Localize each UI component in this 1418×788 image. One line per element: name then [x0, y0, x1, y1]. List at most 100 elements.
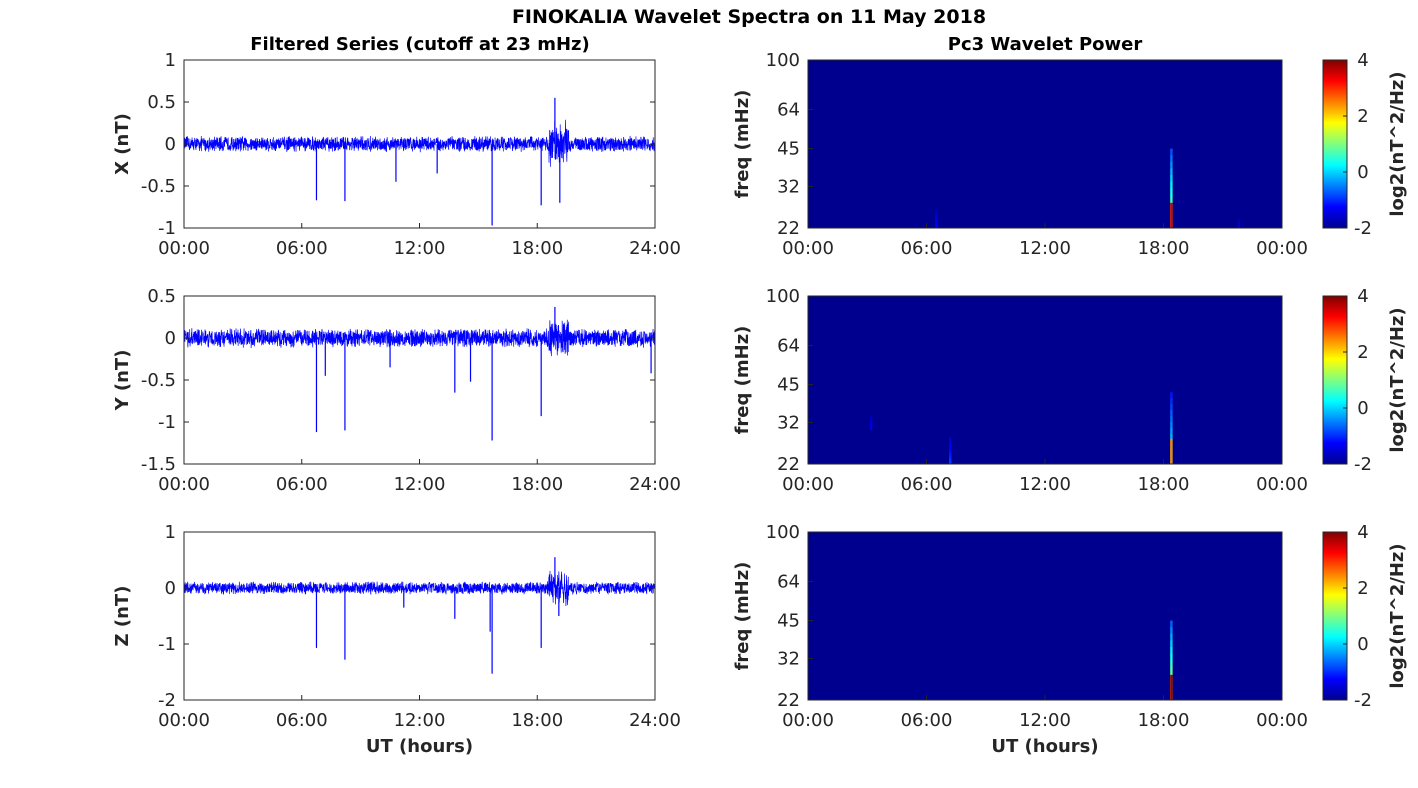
power-feature [1237, 219, 1240, 221]
power-feature [1170, 188, 1173, 196]
x-tick-label: 12:00 [1019, 238, 1071, 259]
power-feature [870, 415, 873, 418]
y-axis-label: X (nT) [112, 113, 133, 175]
power-feature [1237, 223, 1240, 226]
colorbar-tick-label: 0 [1357, 162, 1368, 183]
power-feature [935, 211, 938, 213]
spectrum-panel-2: 22 32 45 64 100 00:00 06:00 12:00 18:00 00:00 freq… [732, 286, 1408, 495]
y-axis-label: Y (nT) [112, 350, 133, 412]
power-peak [1170, 202, 1173, 228]
x-tick-label: 06:00 [901, 474, 953, 495]
power-feature [949, 439, 952, 443]
power-feature [949, 441, 952, 445]
x-tick-label: 00:00 [1256, 474, 1308, 495]
power-feature [1170, 416, 1173, 423]
power-feature [1170, 148, 1173, 156]
y-tick-label: 22 [777, 454, 800, 475]
x-tick-label: 18:00 [511, 474, 563, 495]
y-tick-label: 100 [766, 286, 800, 307]
power-feature [949, 437, 952, 440]
power-feature [1170, 428, 1173, 435]
spectrum-background [808, 296, 1282, 464]
y-tick-label: 1 [165, 522, 176, 543]
power-feature [1170, 660, 1173, 668]
colorbar-label: log2(nT^2/Hz) [1387, 543, 1408, 688]
y-tick-label: 45 [777, 611, 800, 632]
power-peak [1170, 438, 1173, 464]
colorbar-frame [1322, 59, 1348, 229]
x-tick-label: 12:00 [394, 710, 446, 731]
x-axis-label: UT (hours) [366, 736, 473, 757]
power-feature [1237, 219, 1240, 222]
power-feature [870, 423, 873, 426]
colorbar-gradient [1323, 60, 1347, 228]
colorbar-tick-label: 2 [1357, 342, 1368, 363]
y-tick-label: 22 [777, 690, 800, 711]
y-tick-label: 0 [165, 578, 176, 599]
power-feature [935, 209, 938, 212]
colorbar: -2 0 2 4 log2(nT^2/Hz) [1322, 286, 1408, 475]
y-tick-label: 64 [777, 336, 800, 357]
x-tick-label: 24:00 [629, 238, 681, 259]
x-tick-label: 12:00 [1019, 474, 1071, 495]
power-feature [1170, 161, 1173, 169]
y-tick-label: 64 [777, 572, 800, 593]
power-feature [935, 212, 938, 215]
colorbar: -2 0 2 4 log2(nT^2/Hz) [1322, 522, 1408, 711]
x-tick-label: 00:00 [1256, 238, 1308, 259]
power-feature [949, 452, 952, 456]
y-axis-label: freq (mHz) [732, 90, 753, 199]
x-tick-label: 18:00 [1138, 474, 1190, 495]
power-feature [935, 221, 938, 224]
power-feature [870, 418, 873, 420]
x-tick-label: 24:00 [629, 710, 681, 731]
y-tick-label: -0.5 [141, 370, 176, 391]
power-feature [1170, 633, 1173, 641]
y-tick-label: -1 [158, 218, 176, 239]
power-feature [1170, 194, 1173, 202]
colorbar-tick-label: 4 [1357, 50, 1368, 71]
power-feature [1170, 155, 1173, 163]
power-feature [1237, 221, 1240, 223]
spectrum-panel-3: 22 32 45 64 100 00:00 06:00 12:00 18:00 00:00 UT (… [732, 522, 1408, 757]
y-tick-label: 32 [777, 648, 800, 669]
power-feature [949, 446, 952, 449]
power-feature [949, 450, 952, 454]
x-tick-label: 12:00 [1019, 710, 1071, 731]
series-trace [184, 319, 655, 357]
colorbar-tick-label: 0 [1357, 634, 1368, 655]
power-peak [1170, 674, 1173, 700]
y-tick-label: -0.5 [141, 176, 176, 197]
series-trace [184, 570, 655, 606]
power-feature [1237, 225, 1240, 227]
series-trace [184, 119, 655, 167]
x-tick-label: 12:00 [394, 474, 446, 495]
colorbar-gradient [1323, 296, 1347, 464]
x-tick-label: 00:00 [158, 710, 210, 731]
power-feature [949, 448, 952, 451]
x-tick-label: 00:00 [782, 710, 834, 731]
y-tick-label: -2 [158, 690, 176, 711]
colorbar-tick-label: 4 [1357, 286, 1368, 307]
power-feature [935, 218, 938, 221]
power-feature [935, 217, 938, 220]
power-feature [935, 215, 938, 218]
y-tick-label: 1 [165, 50, 176, 71]
x-tick-label: 24:00 [629, 474, 681, 495]
power-feature [1170, 653, 1173, 661]
power-feature [935, 214, 938, 216]
power-feature [870, 421, 873, 423]
right-column-title: Pc3 Wavelet Power [948, 34, 1143, 55]
power-feature [1237, 222, 1240, 224]
power-feature [935, 220, 938, 223]
power-feature [1170, 175, 1173, 182]
colorbar-tick-label: -2 [1354, 690, 1372, 711]
plot-frame [183, 295, 656, 465]
power-feature [949, 455, 952, 458]
power-feature [949, 443, 952, 447]
y-tick-label: 0 [165, 328, 176, 349]
spectrum-background [808, 60, 1282, 228]
y-tick-label: 64 [777, 100, 800, 121]
y-axis-label: freq (mHz) [732, 326, 753, 435]
